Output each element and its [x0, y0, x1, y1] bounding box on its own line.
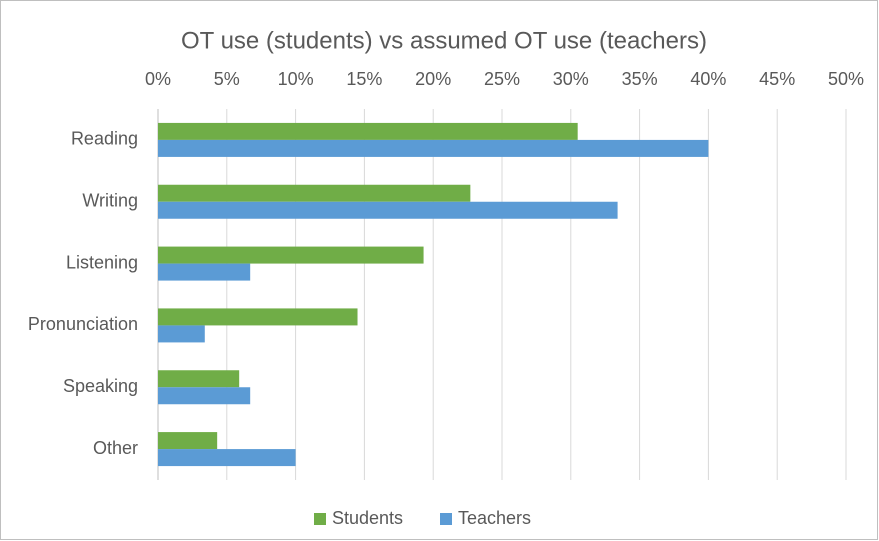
bar [158, 246, 424, 264]
x-tick-label: 30% [553, 69, 589, 89]
x-tick-label: 15% [346, 69, 382, 89]
y-tick-label: Writing [82, 191, 138, 211]
x-tick-label: 5% [214, 69, 240, 89]
bar [158, 263, 251, 281]
legend-swatch [440, 513, 452, 525]
x-tick-label: 35% [622, 69, 658, 89]
x-tick-label: 40% [690, 69, 726, 89]
legend-swatch [314, 513, 326, 525]
x-tick-label: 0% [145, 69, 171, 89]
bar [158, 370, 240, 388]
legend-label: Teachers [458, 508, 531, 528]
bar [158, 432, 218, 450]
x-tick-label: 25% [484, 69, 520, 89]
y-tick-label: Listening [66, 252, 138, 272]
chart-title: OT use (students) vs assumed OT use (tea… [181, 27, 707, 54]
y-tick-label: Other [93, 438, 138, 458]
bar [158, 139, 709, 157]
y-tick-label: Speaking [63, 376, 138, 396]
x-tick-label: 50% [828, 69, 864, 89]
y-tick-label: Reading [71, 129, 138, 149]
bar [158, 325, 205, 343]
bar [158, 201, 618, 219]
y-tick-label: Pronunciation [28, 314, 138, 334]
bar [158, 308, 358, 326]
bar [158, 387, 251, 405]
legend-label: Students [332, 508, 403, 528]
bar [158, 449, 296, 467]
x-tick-label: 45% [759, 69, 795, 89]
x-tick-label: 10% [278, 69, 314, 89]
bar [158, 184, 471, 202]
bar [158, 122, 578, 140]
x-tick-label: 20% [415, 69, 451, 89]
